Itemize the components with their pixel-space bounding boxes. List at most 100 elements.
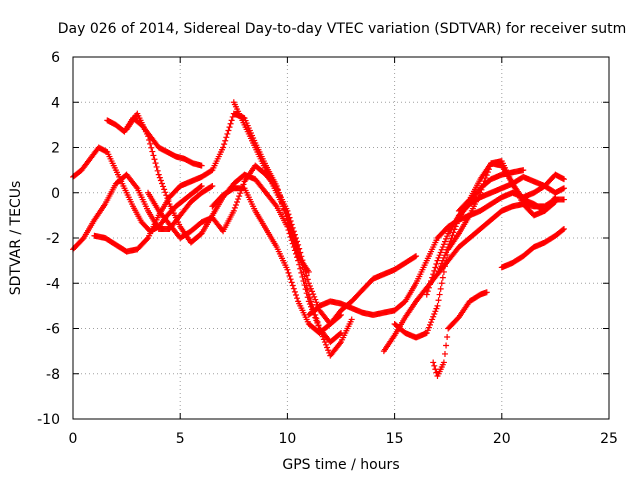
data-point-marker: [288, 225, 295, 232]
data-point-marker: [162, 189, 169, 196]
data-point-marker: [291, 288, 298, 295]
grid: [73, 57, 609, 419]
data-point-marker: [441, 238, 448, 245]
data-point-marker: [284, 266, 291, 273]
x-tick-label: 15: [386, 431, 404, 447]
data-point-marker: [439, 274, 446, 281]
data-point-marker: [224, 130, 231, 137]
x-tick-label: 25: [600, 431, 618, 447]
data-point-marker: [430, 359, 437, 366]
data-point-marker: [348, 316, 355, 323]
data-point-marker: [153, 163, 160, 170]
data-point-marker: [314, 318, 321, 325]
data-point-marker: [311, 293, 318, 300]
data-point-marker: [143, 236, 150, 243]
data-point-marker: [439, 257, 446, 264]
data-point-marker: [222, 137, 229, 144]
data-point-marker: [431, 267, 438, 274]
data-point-marker: [560, 185, 567, 192]
data-point-marker: [313, 315, 320, 322]
data-point-marker: [450, 229, 457, 236]
data-point-marker: [445, 244, 452, 251]
data-point-marker: [292, 239, 299, 246]
data-point-marker: [430, 313, 437, 320]
data-point-marker: [432, 264, 439, 271]
data-point-marker: [448, 235, 455, 242]
data-point-marker: [434, 302, 441, 309]
data-point-marker: [428, 277, 435, 284]
data-point-marker: [429, 316, 436, 323]
data-point-marker: [228, 117, 235, 124]
series-track-8: [209, 185, 420, 337]
data-point-marker: [435, 268, 442, 275]
data-point-marker: [439, 244, 446, 251]
data-point-marker: [433, 305, 440, 312]
data-point-marker: [287, 233, 294, 240]
data-point-marker: [321, 339, 328, 346]
data-point-marker: [220, 144, 227, 151]
data-point-marker: [483, 289, 490, 296]
data-point-marker: [286, 230, 293, 237]
data-point-marker: [438, 280, 445, 287]
data-point-marker: [287, 276, 294, 283]
series-track-16: [455, 160, 559, 214]
y-tick-label: 4: [51, 95, 60, 111]
data-point-marker: [436, 265, 443, 272]
data-point-marker: [287, 222, 294, 229]
data-point-marker: [441, 252, 448, 259]
data-point-marker: [291, 236, 298, 243]
data-point-marker: [336, 340, 343, 347]
data-point-marker: [443, 249, 450, 256]
y-tick-label: 6: [51, 50, 60, 66]
x-tick-label: 5: [176, 431, 185, 447]
data-point-marker: [157, 177, 164, 184]
data-point-marker: [148, 144, 155, 151]
data-point-marker: [437, 263, 444, 270]
data-point-marker: [301, 273, 308, 280]
data-point-marker: [231, 204, 238, 211]
data-point-marker: [225, 127, 232, 134]
data-point-marker: [294, 254, 301, 261]
data-point-marker: [336, 330, 343, 337]
y-tick-label: 2: [51, 141, 60, 157]
data-point-marker: [431, 362, 438, 369]
data-point-marker: [431, 311, 438, 318]
data-point-marker: [221, 141, 228, 148]
data-point-marker: [322, 341, 329, 348]
data-point-marker: [426, 281, 433, 288]
data-point-marker: [443, 342, 450, 349]
y-axis-label: SDTVAR / TECUs: [8, 181, 24, 296]
data-point-marker: [152, 160, 159, 167]
data-point-marker: [288, 237, 295, 244]
data-point-marker: [151, 156, 158, 163]
axes: 0 5 10 15 20 25 -10 -8 -6 -4 -2 0 2 4 6: [37, 50, 618, 447]
data-point-marker: [438, 246, 445, 253]
data-point-marker: [284, 223, 291, 230]
data-point-marker: [309, 288, 316, 295]
data-point-marker: [156, 174, 163, 181]
data-point-marker: [424, 288, 431, 295]
data-point-marker: [154, 167, 161, 174]
data-point-marker: [155, 171, 162, 178]
data-point-marker: [149, 148, 156, 155]
data-point-marker: [437, 285, 444, 292]
x-tick-label: 10: [278, 431, 296, 447]
data-point-marker: [164, 195, 171, 202]
data-point-marker: [232, 201, 239, 208]
data-point-marker: [440, 241, 447, 248]
data-series: [70, 99, 567, 380]
data-point-marker: [290, 232, 297, 239]
data-point-marker: [435, 297, 442, 304]
data-point-marker: [315, 322, 322, 329]
data-point-marker: [305, 291, 312, 298]
series-track-2: [70, 171, 216, 253]
data-point-marker: [133, 183, 140, 190]
data-point-marker: [444, 246, 451, 253]
data-point-marker: [436, 291, 443, 298]
data-point-marker: [284, 212, 291, 219]
data-point-marker: [147, 140, 154, 147]
data-point-marker: [551, 199, 558, 206]
data-point-marker: [313, 299, 320, 306]
data-point-marker: [289, 282, 296, 289]
series-track-13: [430, 289, 490, 380]
